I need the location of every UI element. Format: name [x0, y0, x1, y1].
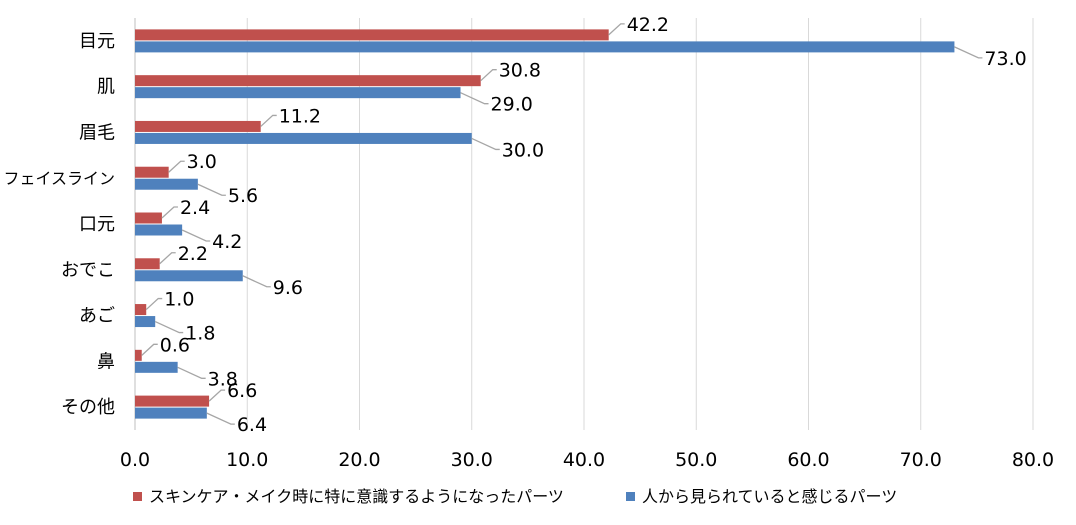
x-tick-label: 10.0	[226, 449, 268, 471]
category-label: 肌	[97, 77, 115, 98]
x-tick-label: 20.0	[338, 449, 380, 471]
leader-line	[242, 275, 271, 288]
leader-line	[159, 252, 176, 265]
x-tick-label: 0.0	[120, 449, 150, 471]
data-label-series-2: 9.6	[273, 277, 303, 299]
legend-swatch-series-1	[133, 492, 142, 501]
bar-series-2	[135, 270, 243, 282]
bar-series-1	[135, 349, 142, 361]
bar-series-1	[135, 120, 261, 132]
leader-line	[480, 69, 497, 82]
leader-line	[608, 23, 625, 36]
leader-line	[154, 320, 184, 334]
category-label: おでこ	[61, 260, 115, 281]
leader-line	[208, 389, 226, 402]
legend: スキンケア・メイク時に特に意識するようになったパーツ 人から見られていると感じるパ…	[133, 487, 897, 506]
category-label: 眉毛	[79, 122, 115, 143]
data-label-series-1: 0.6	[160, 334, 190, 356]
data-label-series-2: 1.8	[185, 323, 215, 345]
data-label-series-1: 30.8	[499, 60, 541, 82]
data-label-series-2: 30.0	[502, 139, 544, 161]
bar-series-2	[135, 178, 198, 190]
x-tick-label: 30.0	[451, 449, 493, 471]
legend-label-series-1: スキンケア・メイク時に特に意識するようになったパーツ	[149, 487, 564, 506]
bar-series-2	[135, 407, 207, 419]
bars	[135, 29, 955, 419]
data-label-series-1: 11.2	[279, 105, 321, 127]
bar-series-2	[135, 316, 156, 328]
data-label-series-1: 3.0	[187, 151, 217, 173]
category-label: 目元	[79, 31, 115, 52]
data-label-series-2: 4.2	[212, 231, 242, 253]
data-label-series-2: 73.0	[984, 48, 1026, 70]
leader-line	[954, 46, 983, 59]
category-label: あご	[79, 306, 115, 327]
x-tick-label: 40.0	[563, 449, 605, 471]
bar-series-2	[135, 87, 461, 99]
x-tick-label: 70.0	[900, 449, 942, 471]
bar-series-2	[135, 132, 472, 144]
data-label-series-1: 2.2	[178, 243, 208, 265]
leader-line	[206, 412, 235, 425]
data-label-series-1: 42.2	[627, 14, 669, 36]
category-label: その他	[61, 397, 115, 418]
leader-line	[177, 366, 206, 379]
gridlines	[246, 18, 1034, 430]
data-label-series-1: 1.0	[164, 289, 194, 311]
data-label-series-2: 6.4	[237, 414, 267, 436]
bar-series-1	[135, 166, 169, 178]
bar-series-2	[135, 224, 183, 236]
x-tick-labels: 0.0 10.0 20.0 30.0 40.0 50.0 60.0 70.0 80.0	[120, 449, 1054, 471]
leader-line	[161, 206, 178, 219]
bar-series-2	[135, 41, 955, 53]
leader-line	[145, 297, 163, 311]
x-tick-label: 50.0	[675, 449, 717, 471]
category-label: フェイスライン	[3, 169, 115, 188]
leader-line	[141, 343, 158, 356]
data-label-series-2: 3.8	[208, 368, 238, 390]
bar-series-1	[135, 212, 162, 224]
leader-line	[260, 114, 277, 127]
bar-series-1	[135, 395, 210, 407]
leader-line	[168, 160, 185, 173]
category-label: 鼻	[97, 351, 115, 372]
leader-line	[471, 137, 500, 151]
legend-label-series-2: 人から見られていると感じるパーツ	[642, 487, 897, 506]
bar-series-1	[135, 75, 481, 87]
data-label-series-1: 6.6	[227, 380, 257, 402]
data-label-series-2: 5.6	[228, 185, 258, 207]
bar-series-1	[135, 258, 160, 270]
leader-line	[181, 229, 211, 242]
bar-series-1	[135, 29, 609, 41]
data-label-series-2: 29.0	[491, 94, 533, 116]
legend-swatch-series-2	[626, 492, 635, 501]
x-tick-label: 60.0	[787, 449, 829, 471]
data-label-series-1: 2.4	[180, 197, 210, 219]
leader-line	[197, 183, 226, 196]
category-label: 口元	[79, 214, 115, 235]
bar-series-2	[135, 361, 178, 373]
x-tick-label: 80.0	[1012, 449, 1054, 471]
bar-series-1	[135, 304, 147, 316]
leader-line	[460, 92, 489, 105]
data-labels: 42.2 73.0 30.8 29.0 11.2 30.0 3.0 5.6 2.44.22.2 9…	[141, 14, 1027, 436]
